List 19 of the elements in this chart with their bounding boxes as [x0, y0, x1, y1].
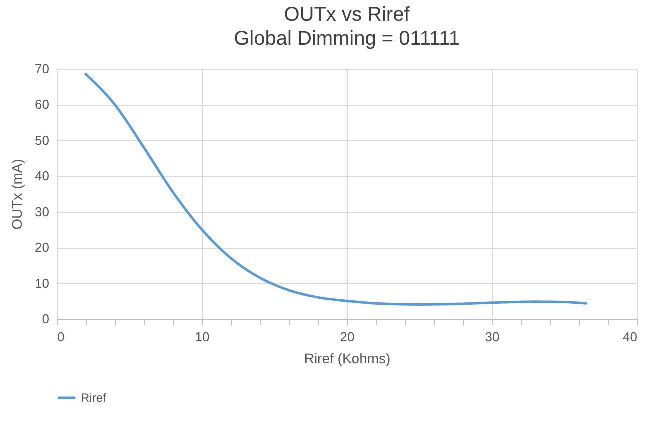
y-tick-label: 40 — [35, 168, 50, 184]
x-tick-label: 0 — [58, 330, 65, 344]
x-tick-label: 40 — [623, 330, 638, 344]
y-tick-label: 10 — [35, 276, 50, 291]
chart-subtitle: Global Dimming = 011111 — [234, 28, 460, 50]
legend-label: Riref — [81, 391, 107, 405]
x-tick-label: 20 — [340, 330, 355, 344]
y-tick-label: 70 — [35, 62, 50, 76]
x-tick-label: 30 — [485, 330, 500, 344]
y-tick-label: 20 — [35, 240, 50, 256]
line-series — [84, 73, 588, 306]
chart-title: OUTx vs Riref — [284, 4, 410, 26]
x-axis-title: Riref (Kohms) — [304, 350, 391, 366]
y-tick-label: 0 — [42, 312, 50, 326]
y-tick-label: 60 — [35, 97, 50, 112]
x-tick-label: 10 — [195, 330, 210, 344]
y-tick-label: 50 — [35, 132, 50, 148]
y-tick-label: 30 — [35, 204, 50, 220]
y-axis-title: OUTx (mA) — [9, 159, 26, 230]
